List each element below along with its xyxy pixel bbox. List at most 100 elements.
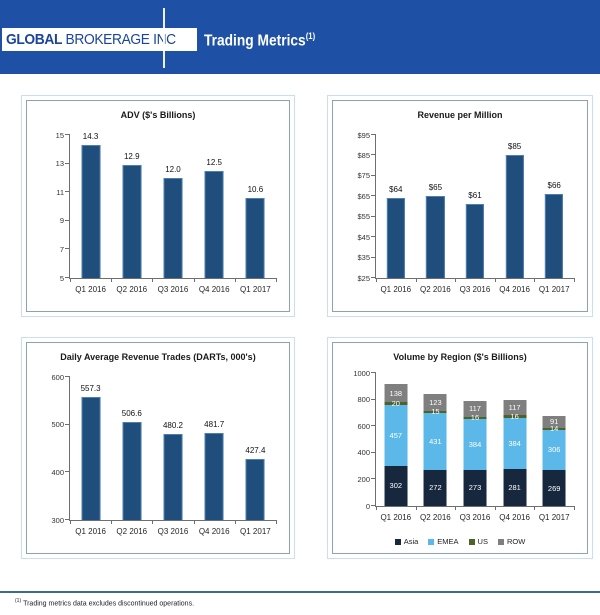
- y-tick-mark: [371, 256, 376, 258]
- y-tick-mark: [371, 134, 376, 135]
- bar: [545, 194, 564, 278]
- bar: [81, 145, 101, 278]
- category-label: Q1 2017: [538, 285, 570, 294]
- volume-plot-area: 0 200 400 600 800 1000 Q1 2016 302 457 20 138 Q2 20…: [353, 369, 575, 522]
- stacked-bar: 272 431 15 123: [423, 373, 447, 506]
- stack-segment-row: [423, 394, 447, 411]
- adv-chart: ADV ($'s Billions) 5 7 9 11 13 15 Q1 2016 14.3 Q…: [26, 100, 290, 312]
- y-tick-label: 15: [55, 130, 64, 140]
- stack-segment-us: [384, 402, 408, 406]
- category-slot: Q1 2017 10.6: [235, 135, 276, 294]
- category-slot: Q4 2016 $85: [495, 135, 535, 294]
- x-tick-mark: [152, 520, 154, 524]
- category-label: Q1 2016: [380, 285, 412, 294]
- page-title-text: Trading Metrics: [204, 32, 306, 50]
- footnote: (1) Trading metrics data excludes discon…: [15, 598, 194, 607]
- bar: [122, 421, 142, 520]
- category-label: Q1 2017: [538, 513, 570, 522]
- category-label: Q4 2016: [198, 527, 230, 536]
- y-tick-label: 200: [357, 474, 370, 484]
- bar-value-label: $61: [468, 191, 482, 201]
- segment-value-label: 269: [547, 483, 561, 493]
- darts-chart: Daily Average Revenue Trades (DARTs, 000…: [26, 342, 290, 554]
- volume-chart-legend: Asia EMEA US ROW: [333, 537, 587, 546]
- x-tick-mark: [534, 278, 536, 282]
- volume-chart-panel: Volume by Region ($'s Billions) 0 200 400 6…: [327, 337, 593, 559]
- stack-segment-asia: [542, 470, 566, 506]
- y-tick-label: $75: [357, 171, 370, 181]
- segment-value-label: 117: [508, 402, 521, 412]
- y-tick-mark: [65, 191, 70, 193]
- y-tick-label: 1000: [353, 368, 370, 378]
- volume-chart: Volume by Region ($'s Billions) 0 200 400 6…: [332, 342, 588, 554]
- x-tick-mark: [152, 278, 154, 282]
- y-tick-mark: [65, 248, 70, 250]
- category-label: Q2 2016: [420, 285, 451, 294]
- category-label: Q1 2016: [75, 527, 106, 536]
- bar: [245, 197, 265, 278]
- bar-value-label: 481.7: [204, 420, 225, 430]
- category-label: Q2 2016: [420, 513, 451, 522]
- stack-segment-row: [463, 400, 487, 417]
- category-label: Q4 2016: [499, 285, 530, 294]
- y-tick-mark: [65, 471, 70, 473]
- segment-value-label: 16: [510, 411, 519, 421]
- stacked-bar: 281 384 16 117: [503, 373, 527, 506]
- bar-value-label: 12.9: [123, 152, 140, 162]
- x-tick-mark: [376, 278, 377, 282]
- legend-label: ROW: [506, 537, 526, 546]
- segment-value-label: 117: [468, 403, 481, 413]
- logo-word-brokerage-inc: BROKERAGE INC: [62, 31, 177, 48]
- category-slot: Q2 2016 272 431 15 123: [416, 373, 456, 522]
- segment-value-label: 431: [429, 436, 442, 446]
- footer-divider-line: [0, 591, 600, 593]
- category-label: Q1 2017: [240, 527, 271, 536]
- y-tick-mark: [371, 195, 376, 197]
- category-slot: Q1 2017 $66: [534, 135, 574, 294]
- legend-label: Asia: [403, 537, 419, 546]
- y-tick-mark: [65, 376, 70, 377]
- y-tick-mark: [65, 134, 70, 135]
- page-title-footnote-marker: (1): [305, 31, 316, 41]
- x-tick-mark: [234, 520, 236, 524]
- legend-swatch: [468, 538, 475, 545]
- segment-value-label: 16: [470, 412, 480, 422]
- x-tick-mark: [193, 278, 195, 282]
- bar-value-label: 557.3: [80, 384, 101, 394]
- darts-plot-area: 300 400 500 600 Q1 2016 557.3 Q2 2016 506.6 Q3 2…: [51, 373, 277, 536]
- category-label: Q2 2016: [116, 285, 148, 294]
- category-label: Q3 2016: [157, 285, 189, 294]
- y-tick-label: 7: [59, 244, 64, 254]
- revenue-chart-title: Revenue per Million: [417, 110, 503, 120]
- y-tick-label: 13: [55, 158, 64, 168]
- bar-value-label: 480.2: [162, 421, 183, 431]
- category-slot: Q4 2016 12.5: [194, 135, 235, 294]
- stack-segment-emea: [463, 418, 487, 470]
- legend-label: US: [477, 537, 488, 546]
- y-tick-mark: [371, 174, 376, 176]
- bar-value-label: 10.6: [247, 184, 264, 194]
- legend-item-emea: EMEA: [428, 537, 459, 546]
- stack-segment-us: [463, 416, 487, 419]
- category-slot: Q1 2016 557.3: [70, 377, 111, 536]
- y-tick-label: 0: [365, 501, 370, 511]
- y-tick-mark: [65, 277, 70, 278]
- volume-chart-title: Volume by Region ($'s Billions): [393, 352, 527, 362]
- bar: [163, 177, 183, 278]
- adv-plot-area: 5 7 9 11 13 15 Q1 2016 14.3 Q2 2016 12.9 Q3 2016 12…: [56, 131, 277, 294]
- x-tick-mark: [376, 506, 377, 510]
- y-tick-label: 400: [51, 467, 64, 477]
- stack-segment-asia: [423, 469, 447, 506]
- revenue-chart: Revenue per Million $25 $35 $45 $55 $65 $75 $8…: [332, 100, 588, 312]
- legend-label: EMEA: [437, 537, 459, 546]
- x-tick-mark: [276, 278, 277, 282]
- y-tick-label: 5: [59, 273, 64, 283]
- bar: [426, 196, 445, 278]
- stack-segment-asia: [384, 465, 408, 506]
- bar: [204, 433, 224, 520]
- legend-item-row: ROW: [497, 537, 526, 546]
- y-tick-mark: [371, 236, 376, 238]
- y-tick-label: 300: [51, 515, 64, 525]
- y-tick-mark: [371, 505, 376, 506]
